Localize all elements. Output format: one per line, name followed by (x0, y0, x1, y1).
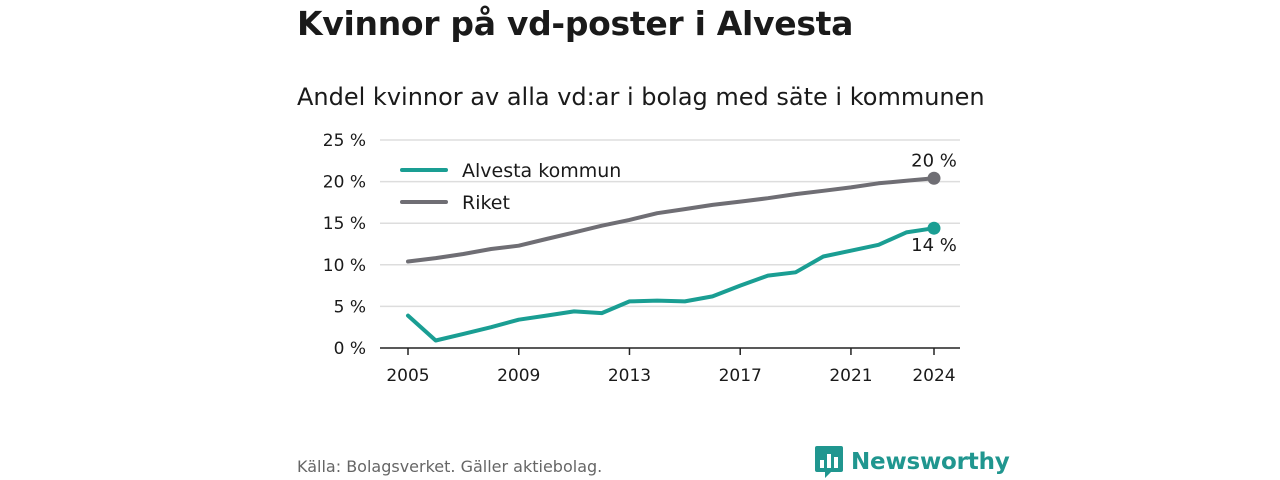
y-tick-label: 0 % (334, 339, 366, 359)
legend-label: Alvesta kommun (462, 160, 621, 182)
x-tick-label: 2024 (912, 366, 955, 386)
y-tick-label: 5 % (334, 297, 366, 317)
series-end-point (927, 171, 941, 185)
x-tick-label: 2013 (608, 366, 651, 386)
newsworthy-logo-icon (815, 446, 843, 478)
chart-title: Kvinnor på vd-poster i Alvesta (297, 4, 854, 43)
chart-subtitle: Andel kvinnor av alla vd:ar i bolag med … (297, 83, 985, 111)
end-value-label-alvesta: 14 % (911, 235, 957, 256)
x-tick-label: 2021 (829, 366, 872, 386)
series-line-riket (406, 176, 936, 264)
series-line-alvesta (406, 226, 936, 343)
x-tick-label: 2017 (719, 366, 762, 386)
end-value-label-riket: 20 % (911, 150, 957, 171)
y-tick-label: 25 % (323, 131, 366, 151)
y-tick-label: 15 % (323, 214, 366, 234)
brand-logo: Newsworthy (815, 446, 1010, 478)
x-tick-label: 2009 (497, 366, 540, 386)
brand-name: Newsworthy (851, 449, 1010, 475)
legend-label: Riket (462, 192, 510, 214)
y-tick-label: 20 % (323, 173, 366, 193)
series-end-point (927, 221, 941, 235)
source-note: Källa: Bolagsverket. Gäller aktiebolag. (297, 457, 603, 476)
y-tick-label: 10 % (323, 256, 366, 276)
x-tick-label: 2005 (386, 366, 429, 386)
